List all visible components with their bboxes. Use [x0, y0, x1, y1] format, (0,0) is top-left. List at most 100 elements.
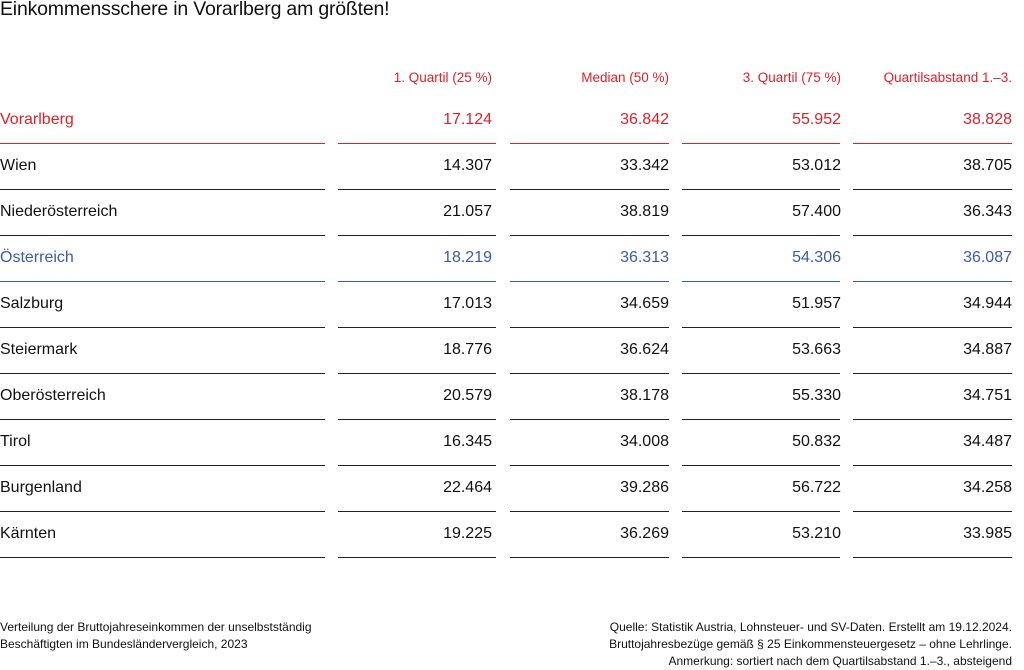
cell-median: 34.659: [620, 295, 669, 312]
row-divider: [510, 327, 669, 328]
data-table: 1. Quartil (25 %) Median (50 %) 3. Quart…: [0, 64, 1024, 558]
cell-median: 36.624: [620, 341, 669, 358]
table-row: Niederösterreich 21.057 38.819 57.400 36.343: [0, 190, 1024, 236]
row-divider: [682, 557, 840, 558]
row-divider: [0, 465, 325, 466]
row-label: Vorarlberg: [0, 111, 74, 128]
row-divider: [338, 373, 496, 374]
row-label: Salzburg: [0, 295, 64, 312]
cell-q1: 18.219: [443, 249, 492, 266]
row-divider: [510, 511, 669, 512]
row-divider: [853, 465, 1012, 466]
cell-median: 36.842: [620, 111, 669, 128]
row-divider: [0, 419, 325, 420]
row-divider: [682, 235, 840, 236]
row-divider: [0, 373, 325, 374]
cell-q1: 16.345: [443, 433, 492, 450]
caption-line: Beschäftigten im Bundesländervergleich, …: [0, 637, 248, 651]
cell-iqr: 38.705: [963, 157, 1012, 174]
table-row: Kärnten 19.225 36.269 53.210 33.985: [0, 512, 1024, 558]
row-divider: [853, 373, 1012, 374]
cell-q3: 51.957: [792, 295, 841, 312]
cell-iqr: 34.751: [963, 387, 1012, 404]
cell-median: 38.178: [620, 387, 669, 404]
cell-median: 39.286: [620, 479, 669, 496]
cell-q3: 53.210: [792, 525, 841, 542]
row-divider: [853, 511, 1012, 512]
row-divider: [853, 189, 1012, 190]
row-divider: [682, 373, 840, 374]
cell-q1: 17.124: [443, 111, 492, 128]
row-divider: [0, 189, 325, 190]
source-line: Quelle: Statistik Austria, Lohnsteuer- u…: [609, 620, 1012, 634]
row-divider: [338, 557, 496, 558]
source-line: Bruttojahresbezüge gemäß § 25 Einkommens…: [609, 637, 1012, 651]
row-divider: [510, 235, 669, 236]
row-divider: [338, 235, 496, 236]
table-row: Vorarlberg 17.124 36.842 55.952 38.828: [0, 98, 1024, 144]
table-row: Steiermark 18.776 36.624 53.663 34.887: [0, 328, 1024, 374]
row-label: Steiermark: [0, 341, 78, 358]
cell-median: 36.269: [620, 525, 669, 542]
cell-q3: 56.722: [792, 479, 841, 496]
cell-median: 36.313: [620, 249, 669, 266]
row-label: Wien: [0, 157, 37, 174]
cell-median: 33.342: [620, 157, 669, 174]
row-divider: [682, 143, 840, 144]
cell-iqr: 38.828: [963, 111, 1012, 128]
row-divider: [510, 557, 669, 558]
row-divider: [853, 281, 1012, 282]
cell-q1: 20.579: [443, 387, 492, 404]
table-row: Salzburg 17.013 34.659 51.957 34.944: [0, 282, 1024, 328]
row-divider: [510, 281, 669, 282]
row-label: Kärnten: [0, 525, 57, 542]
column-header-iqr: Quartilsabstand 1.–3.: [883, 70, 1012, 85]
row-divider: [853, 235, 1012, 236]
cell-q1: 14.307: [443, 157, 492, 174]
row-divider: [682, 327, 840, 328]
cell-q3: 54.306: [792, 249, 841, 266]
row-label: Niederösterreich: [0, 203, 118, 220]
cell-median: 34.008: [620, 433, 669, 450]
note-line: Anmerkung: sortiert nach dem Quartilsabs…: [668, 654, 1012, 668]
row-divider: [510, 465, 669, 466]
cell-q3: 50.832: [792, 433, 841, 450]
row-divider: [338, 189, 496, 190]
row-divider: [0, 143, 325, 144]
row-divider: [682, 511, 840, 512]
cell-q1: 21.057: [443, 203, 492, 220]
row-divider: [338, 281, 496, 282]
table-row: Oberösterreich 20.579 38.178 55.330 34.751: [0, 374, 1024, 420]
cell-q3: 53.663: [792, 341, 841, 358]
row-divider: [853, 419, 1012, 420]
row-divider: [682, 419, 840, 420]
cell-iqr: 34.258: [963, 479, 1012, 496]
column-header-q1: 1. Quartil (25 %): [393, 70, 492, 85]
cell-q1: 22.464: [443, 479, 492, 496]
row-divider: [0, 557, 325, 558]
row-divider: [682, 281, 840, 282]
row-label: Tirol: [0, 433, 31, 450]
row-label: Burgenland: [0, 479, 82, 496]
row-divider: [0, 281, 325, 282]
row-divider: [682, 465, 840, 466]
cell-iqr: 36.343: [963, 203, 1012, 220]
row-divider: [338, 465, 496, 466]
page-title: Einkommensschere in Vorarlberg am größte…: [0, 0, 390, 20]
cell-iqr: 34.944: [963, 295, 1012, 312]
footer-source: Quelle: Statistik Austria, Lohnsteuer- u…: [609, 619, 1012, 670]
table-body: Vorarlberg 17.124 36.842 55.952 38.828 Wien 14…: [0, 98, 1024, 558]
row-label: Österreich: [0, 249, 74, 266]
cell-iqr: 33.985: [963, 525, 1012, 542]
row-divider: [510, 373, 669, 374]
row-divider: [0, 235, 325, 236]
row-divider: [682, 189, 840, 190]
table-row: Wien 14.307 33.342 53.012 38.705: [0, 144, 1024, 190]
row-divider: [510, 143, 669, 144]
row-divider: [510, 419, 669, 420]
row-divider: [338, 327, 496, 328]
cell-q1: 19.225: [443, 525, 492, 542]
row-divider: [338, 143, 496, 144]
footer-caption: Verteilung der Bruttojahreseinkommen der…: [0, 619, 312, 653]
table-header: 1. Quartil (25 %) Median (50 %) 3. Quart…: [0, 64, 1024, 98]
